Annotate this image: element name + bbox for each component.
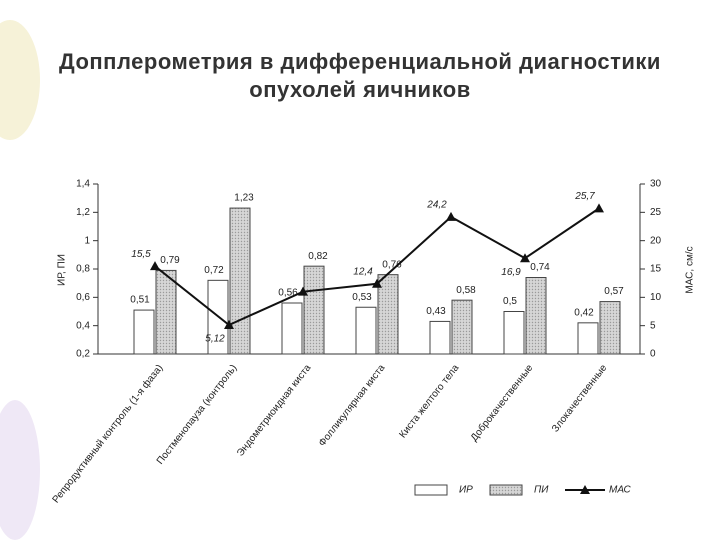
x-tick-label: Доброкачественные: [468, 362, 536, 444]
marker: [372, 278, 382, 288]
value-label: 0,57: [604, 286, 624, 297]
value-label: 0,79: [160, 255, 180, 266]
x-tick-label: Злокачественные: [550, 362, 610, 434]
legend-swatch: [489, 484, 523, 496]
y-tick-label: 1,4: [76, 179, 90, 190]
y-tick-label: 0,4: [76, 320, 90, 331]
x-tick-label: Фолликулярная киста: [317, 362, 388, 448]
bar: [281, 302, 303, 355]
y-tick-label: 1: [84, 235, 90, 246]
y-tick-label: 0,2: [76, 349, 90, 360]
y2-tick-label: 30: [650, 179, 662, 190]
value-label: 0,58: [456, 285, 476, 296]
y2-axis-label: МАС, см/с: [685, 246, 696, 293]
value-label: 0,74: [530, 262, 550, 273]
value-label: 24,2: [426, 200, 447, 211]
bar: [525, 277, 547, 355]
marker: [520, 253, 530, 263]
bar: [577, 322, 599, 355]
y-tick-label: 0,6: [76, 292, 90, 303]
legend-label: ПИ: [534, 485, 549, 496]
marker: [150, 261, 160, 271]
bar: [599, 301, 621, 355]
value-label: 0,72: [204, 265, 224, 276]
y2-tick-label: 10: [650, 292, 662, 303]
bar: [503, 311, 525, 355]
y2-tick-label: 5: [650, 320, 656, 331]
x-tick-label: Киста желтого тела: [397, 362, 461, 440]
y2-tick-label: 20: [650, 235, 662, 246]
value-label: 0,42: [574, 307, 594, 318]
legend-swatch: [414, 484, 448, 496]
marker: [298, 286, 308, 296]
marker: [446, 211, 456, 221]
bar: [429, 320, 451, 355]
x-tick-label: Постменопауза (контроль): [155, 363, 240, 467]
value-label: 15,5: [131, 249, 151, 260]
legend-swatch: [580, 485, 590, 494]
x-tick-label: Эндометриоидная киста: [235, 362, 314, 458]
bar: [355, 306, 377, 355]
value-label: 16,9: [501, 267, 521, 278]
value-label: 0,5: [503, 296, 517, 307]
legend-label: МАС: [609, 485, 631, 496]
value-label: 0,43: [426, 306, 446, 317]
y2-tick-label: 15: [650, 264, 662, 275]
title-box: Допплерометрия в дифференциальной диагно…: [59, 49, 661, 102]
value-label: 1,23: [234, 193, 254, 204]
bar: [133, 309, 155, 355]
y-axis-label: ИР, ПИ: [57, 254, 68, 286]
bar: [229, 207, 251, 355]
y2-tick-label: 25: [650, 207, 662, 218]
x-tick-label: Репродуктивный контроль (1-я фаза): [50, 362, 166, 505]
y2-tick-label: 0: [650, 349, 656, 360]
decoration: [0, 20, 40, 140]
value-label: 5,12: [205, 334, 225, 345]
value-label: 0,56: [278, 288, 298, 299]
value-label: 0,51: [130, 295, 150, 306]
bar: [303, 265, 325, 355]
value-label: 12,4: [353, 266, 373, 277]
marker: [224, 319, 234, 329]
value-label: 25,7: [574, 191, 595, 202]
y-tick-label: 0,8: [76, 264, 90, 275]
marker: [594, 203, 604, 213]
decoration: [0, 400, 40, 540]
value-label: 0,76: [382, 259, 402, 270]
y-tick-label: 1,2: [76, 207, 90, 218]
legend-label: ИР: [459, 485, 473, 496]
bar: [155, 269, 177, 355]
value-label: 0,53: [352, 292, 372, 303]
value-label: 0,82: [308, 251, 328, 262]
bar: [451, 299, 473, 355]
slide-title: Допплерометрия в дифференциальной диагно…: [59, 49, 661, 102]
